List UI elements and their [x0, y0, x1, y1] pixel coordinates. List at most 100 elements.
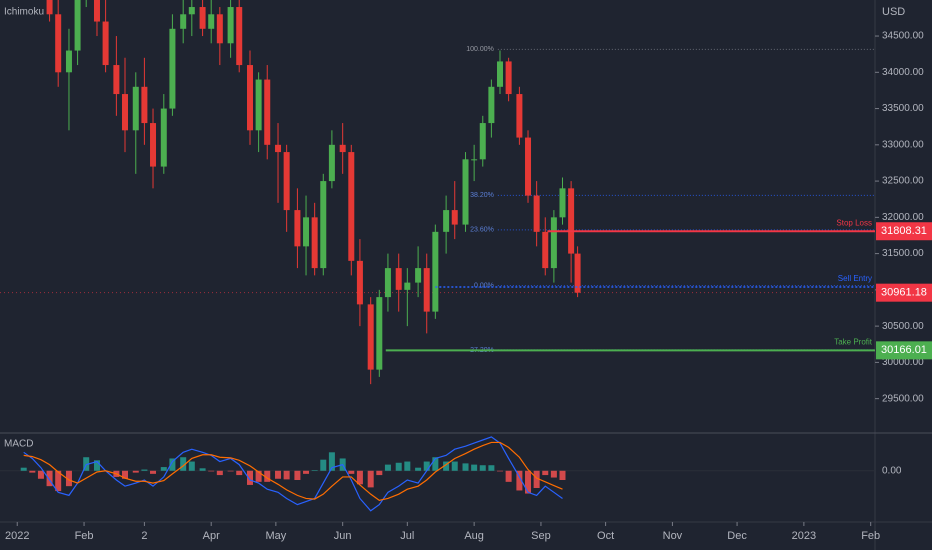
- macd-histogram: [497, 470, 503, 472]
- macd-histogram: [180, 457, 187, 471]
- candle-body: [199, 7, 206, 29]
- y-tick-label: 29500.00: [882, 393, 924, 404]
- x-tick-label: Dec: [727, 530, 747, 542]
- candle-body: [122, 94, 128, 131]
- candle-body: [141, 86, 148, 124]
- macd-histogram: [462, 463, 469, 471]
- macd-macd_line: [23, 436, 563, 512]
- fib-label: 0.00%: [474, 282, 494, 289]
- candle-body: [275, 144, 282, 153]
- y-tick-label: 32000.00: [882, 212, 924, 223]
- macd-histogram: [132, 470, 139, 473]
- macd-histogram: [141, 469, 148, 471]
- macd-histogram: [255, 470, 262, 482]
- candle-body: [525, 137, 532, 196]
- candle-body: [339, 144, 346, 153]
- candle-body: [208, 14, 215, 29]
- macd-histogram: [208, 470, 215, 472]
- candle-body: [236, 7, 243, 66]
- x-tick-label: Jun: [334, 530, 352, 542]
- price-label: 30166.01: [881, 344, 927, 356]
- macd-histogram: [236, 470, 243, 476]
- macd-histogram: [423, 461, 430, 471]
- macd-histogram: [275, 470, 282, 479]
- candle-body: [348, 152, 355, 261]
- x-tick-label: Oct: [597, 530, 614, 542]
- macd-histogram: [542, 470, 549, 476]
- candle-body: [497, 61, 503, 87]
- candle-body: [283, 152, 290, 211]
- x-tick-label: Jul: [400, 530, 414, 542]
- x-tick-label: Feb: [861, 530, 880, 542]
- candle-body: [356, 260, 363, 305]
- candle-body: [216, 14, 223, 44]
- x-tick-label: Apr: [203, 530, 220, 542]
- macd-histogram: [320, 459, 327, 471]
- macd-histogram: [432, 457, 439, 471]
- currency: USD: [882, 6, 905, 18]
- candle-body: [559, 188, 566, 218]
- macd-histogram: [65, 470, 72, 487]
- price-label-box: [876, 222, 932, 241]
- candle-body: [46, 0, 53, 15]
- macd-histogram: [37, 470, 44, 479]
- macd-histogram: [264, 470, 271, 482]
- candle-body: [479, 123, 486, 160]
- macd-histogram: [505, 470, 512, 482]
- macd-histogram: [404, 461, 411, 471]
- macd-histogram: [188, 461, 195, 471]
- macd-histogram: [384, 464, 391, 471]
- macd-histogram: [93, 460, 100, 471]
- candle-body: [255, 79, 262, 131]
- candle-body: [550, 217, 557, 269]
- macd-histogram: [216, 470, 223, 476]
- candle-body: [404, 282, 411, 290]
- macd-histogram: [227, 470, 234, 472]
- x-tick-label: 2023: [792, 530, 816, 542]
- candle-body: [568, 188, 575, 254]
- macd-histogram: [376, 470, 383, 476]
- fib-label: 23.60%: [470, 227, 494, 234]
- y-tick-label: 33500.00: [882, 103, 924, 114]
- macd-histogram: [199, 468, 206, 471]
- candle-body: [367, 304, 374, 370]
- candle-body: [247, 65, 253, 131]
- level-name: Sell Entry: [838, 274, 872, 283]
- candle-body: [488, 86, 495, 124]
- x-tick-label: Nov: [663, 530, 683, 542]
- candle-body: [169, 28, 176, 109]
- candle-body: [55, 14, 62, 73]
- candle-body: [227, 7, 234, 44]
- macd-histogram: [20, 467, 27, 471]
- candle-body: [505, 61, 512, 95]
- macd-histogram: [488, 465, 495, 471]
- x-tick-label: Aug: [464, 530, 484, 542]
- level-name: Take Profit: [834, 337, 873, 346]
- macd-histogram: [451, 461, 458, 471]
- macd-histogram: [247, 470, 253, 485]
- macd-histogram: [550, 470, 557, 478]
- candle-body: [311, 217, 318, 269]
- y-tick-label: 31500.00: [882, 248, 924, 259]
- macd-histogram: [367, 470, 374, 488]
- macd-histogram: [559, 470, 566, 480]
- candle-body: [376, 297, 383, 370]
- candle-body: [574, 253, 581, 293]
- macd-tick-label: 0.00: [882, 465, 902, 476]
- macd-histogram: [328, 452, 335, 471]
- candle-body: [516, 94, 523, 138]
- macd-histogram: [169, 458, 176, 471]
- candle-body: [432, 231, 439, 312]
- macd-histogram: [415, 467, 422, 471]
- candle-body: [113, 65, 120, 95]
- macd-histogram: [348, 470, 355, 474]
- price-label: 31808.31: [881, 225, 927, 237]
- candle-body: [443, 210, 450, 232]
- macd-histogram: [29, 470, 36, 473]
- x-tick-label: May: [265, 530, 286, 542]
- macd-histogram: [294, 470, 301, 480]
- x-tick-label: Feb: [75, 530, 94, 542]
- macd-histogram: [122, 470, 128, 479]
- macd-histogram: [55, 470, 62, 492]
